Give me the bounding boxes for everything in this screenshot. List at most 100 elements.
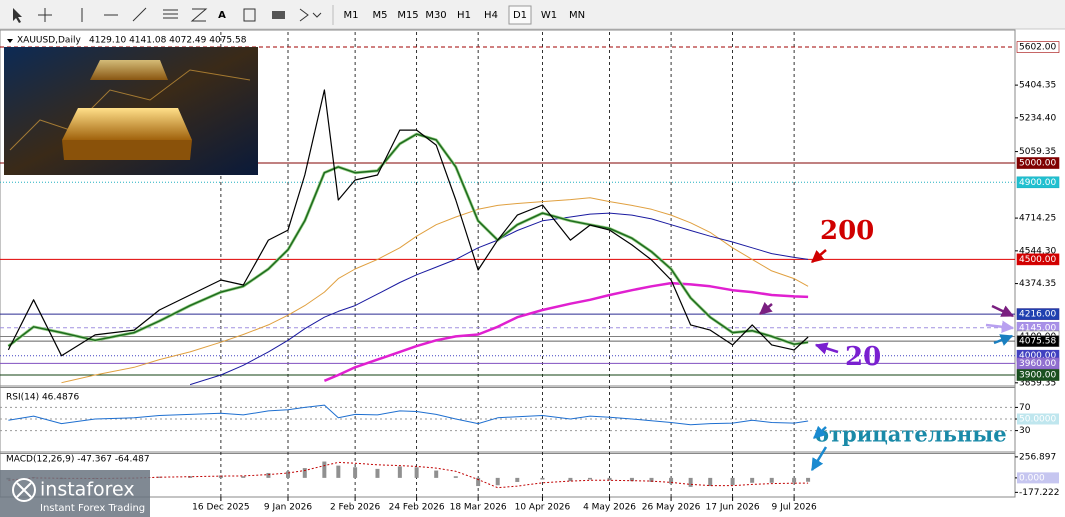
macd-bar [218,475,223,478]
macd-bar [587,477,592,480]
label-tool[interactable] [243,8,256,22]
timeframe-button[interactable]: MN [569,10,585,21]
series-line [323,281,809,382]
price-level-label: 4000.00 [1019,351,1056,361]
macd-bar [769,477,774,483]
y-tick-label: 0.000 [1019,473,1045,483]
trendline-tool[interactable] [132,7,147,22]
macd-bar [353,467,358,478]
y-tick-label: 70 [1019,403,1031,413]
macd-bar [375,468,380,478]
collapse-icon[interactable] [7,39,13,43]
price-level-box [1016,41,1060,53]
symbol-title: XAUUSD,Daily [17,36,81,46]
timeframe-button[interactable]: M30 [425,10,446,21]
macd-bar [649,477,654,482]
rsi-title: RSI(14) 46.4876 [6,393,79,403]
toolbar-bg [0,0,1065,29]
tick-highlight [1017,413,1059,425]
timeframe-button[interactable]: D1 [513,10,527,21]
x-tick-label: 16 Dec 2025 [192,503,250,513]
timeframe-button[interactable]: H4 [484,10,498,21]
x-tick-label: 9 Jan 2026 [264,503,312,513]
series-line [61,197,809,384]
x-tick-label: 10 Apr 2026 [515,503,571,513]
macd-bar [730,477,735,486]
macd-bar [708,477,713,487]
y-tick-label: 3859.35 [1019,378,1056,388]
y-tick-label: 4544.30 [1019,246,1056,256]
crosshair-tool[interactable] [38,8,52,22]
y-tick-label: -177.222 [1019,488,1059,498]
gold-bar [62,140,192,160]
watermark: instaforex Instant Forex Trading [0,470,150,517]
timeframe-button[interactable]: M5 [373,10,388,21]
y-tick-label: 4714.25 [1019,214,1056,224]
timeframe-button[interactable]: W1 [541,10,557,21]
arrow [811,249,827,263]
price-level-box [1016,335,1060,347]
y-tick-label: 50.0000 [1019,415,1056,425]
macd-bar [322,461,327,478]
series-line [7,133,809,347]
x-tick-label: 26 May 2026 [642,503,701,513]
arrow [759,301,773,315]
watermark-logo [16,482,32,498]
macd-bar [688,477,693,487]
plot-area: 16 Dec 2025 9 Jan 2026 2 Feb 2026 24 Feb 20… [0,32,1059,513]
macd-bar [669,477,674,484]
macd-bar [286,471,291,478]
macd-bar [515,477,520,482]
watermark-logo [12,478,36,502]
gold-bar [90,60,168,80]
ohlc: 4129.10 4141.08 4072.49 4075.58 [89,36,247,46]
macd-bar [607,477,612,481]
macd-bar [568,477,573,482]
price-level-label: 3900.00 [1019,370,1056,380]
y-tick-label: 5234.40 [1019,113,1056,123]
series-line [8,461,809,489]
timeframe-button[interactable]: M15 [397,10,418,21]
gold-bar [62,108,192,140]
price-level-label: 5000.00 [1019,159,1056,169]
arrow [993,334,1014,346]
y-tick-label: 30 [1019,426,1031,436]
fibo-tool[interactable] [163,9,178,19]
timeframe-active [508,5,532,25]
price-level-box [1016,357,1060,370]
price-level-label: 4216.00 [1019,310,1056,320]
tick-highlight [1017,472,1059,484]
thumbnail [4,47,258,175]
price-level-label: 4900.00 [1019,178,1056,188]
x-tick-label: 17 Jun 2026 [706,503,760,513]
macd-bar [336,465,341,478]
shape-tool[interactable] [272,11,285,19]
text-tool[interactable]: A [218,10,226,21]
annotation: отрицательные [815,422,1007,447]
arrow [985,320,1015,333]
macd-bar [241,476,246,478]
timeframe-button[interactable]: H1 [457,10,471,21]
arrows-tool[interactable] [299,8,322,22]
macd-bar [414,467,419,478]
annotation: 20 [845,342,881,372]
y-tick-label: 256.897 [1019,452,1056,462]
arrow [991,304,1015,318]
arrows [759,249,1015,472]
watermark-bg [0,470,150,517]
arrow [814,342,839,355]
arrow [813,425,827,439]
arrow [810,446,828,472]
channel-tool[interactable] [190,8,208,22]
macd-bar [434,470,439,478]
price-level-label: 5602.00 [1019,43,1056,53]
y-tick-label: 5404.35 [1019,81,1056,91]
thumbnail-deco [9,69,251,151]
macd-bar [302,468,307,478]
timeframe-button[interactable]: M1 [344,10,359,21]
cursor-tool[interactable] [13,8,22,23]
price-level-box [1016,176,1060,189]
watermark-brand: instaforex [40,479,135,501]
